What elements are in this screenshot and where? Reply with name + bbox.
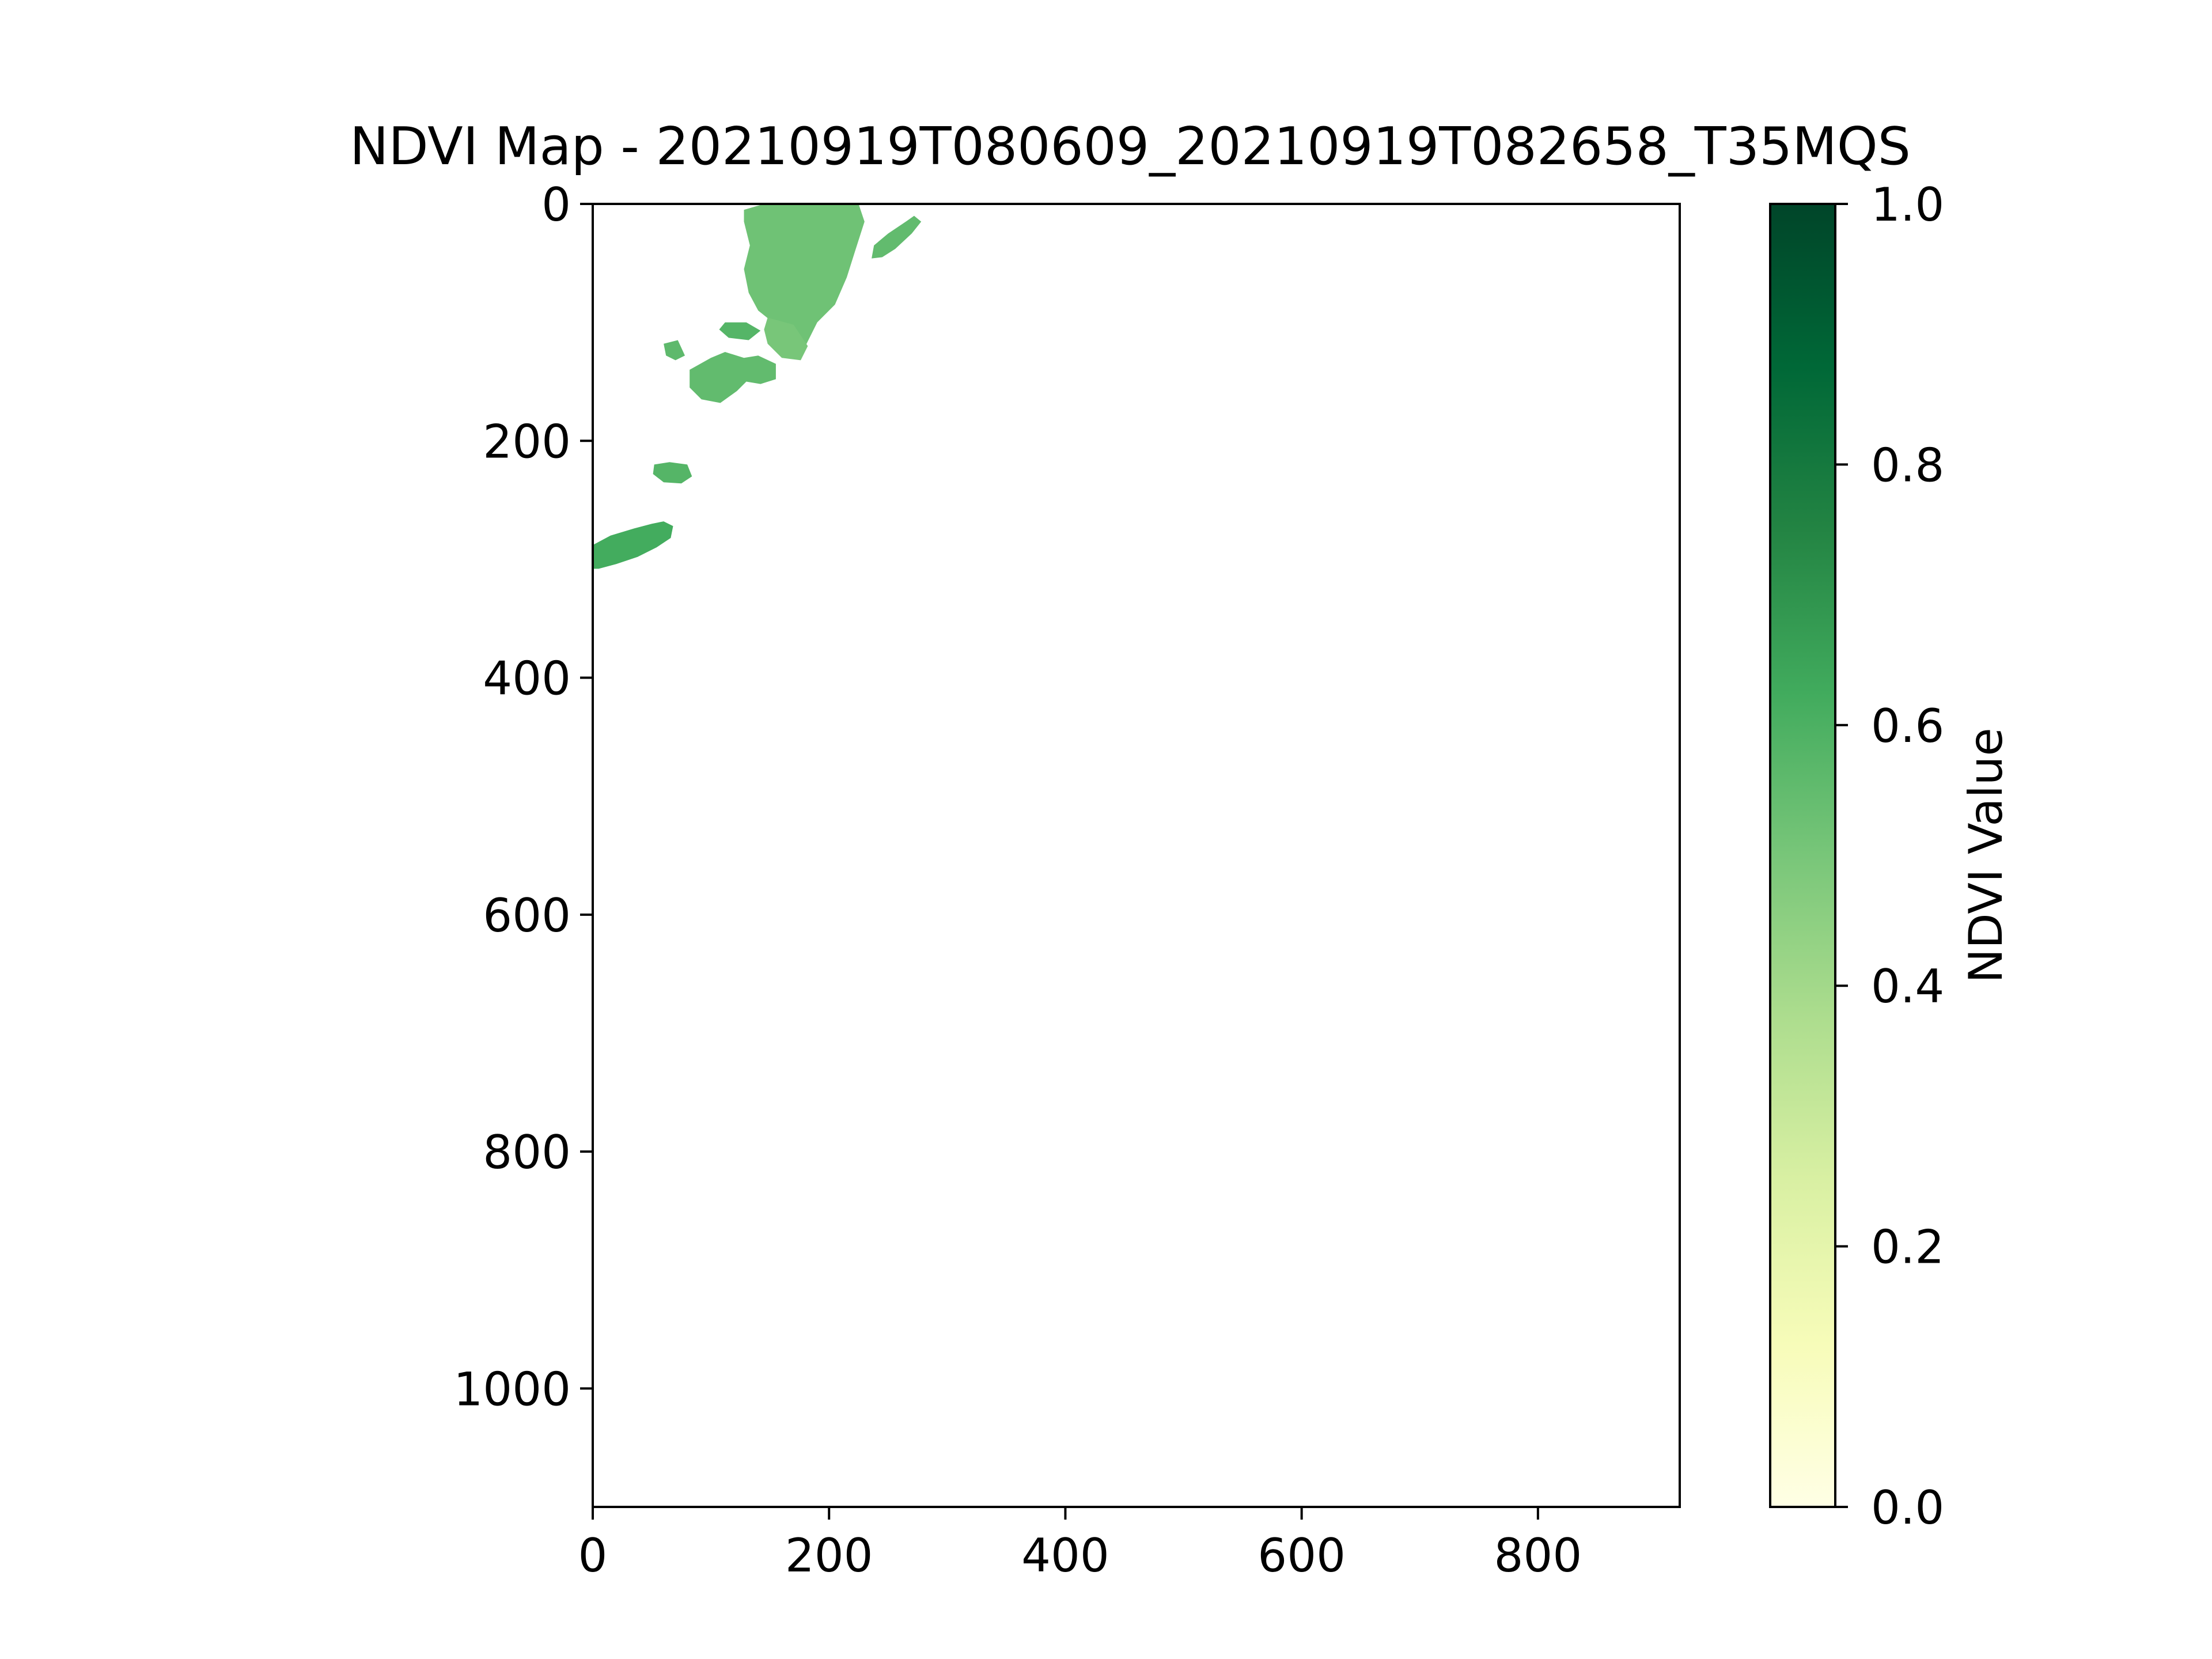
x-tick-label: 800 (1494, 1529, 1582, 1582)
x-tick-label: 0 (578, 1529, 608, 1582)
ndvi-region-0 (744, 204, 865, 346)
colorbar-label: NDVI Value (1959, 728, 2013, 983)
chart-title: NDVI Map - 20210919T080609_20210919T0826… (350, 116, 1911, 177)
ndvi-region-2 (872, 215, 922, 259)
y-tick-label: 200 (483, 415, 571, 468)
colorbar-tick-label: 0.0 (1871, 1481, 1944, 1535)
x-axis-ticks: 0 200 400 600 800 (578, 1507, 1582, 1582)
ndvi-region-6 (653, 462, 692, 484)
ndvi-region-4 (664, 340, 685, 361)
y-tick-label: 1000 (453, 1362, 571, 1416)
map-background (593, 204, 1680, 1507)
ndvi-region-7 (593, 521, 673, 569)
map-regions (593, 204, 922, 569)
colorbar-tick-label: 1.0 (1871, 178, 1944, 232)
colorbar-tick-label: 0.6 (1871, 699, 1944, 753)
x-tick-label: 200 (785, 1529, 873, 1582)
colorbar: 0.0 0.2 0.4 0.6 0.8 1.0 NDVI Value (1769, 178, 2013, 1535)
colorbar-ticks: 0.0 0.2 0.4 0.6 0.8 1.0 (1835, 178, 1944, 1535)
y-tick-label: 800 (483, 1126, 571, 1179)
ndvi-region-5 (690, 352, 776, 403)
colorbar-gradient (1770, 204, 1835, 1507)
y-tick-label: 0 (541, 178, 571, 232)
map-axes: 0 200 400 600 800 0 200 400 600 800 1000 (453, 178, 1681, 1582)
x-tick-label: 600 (1257, 1529, 1346, 1582)
y-tick-label: 600 (483, 889, 571, 942)
ndvi-region-1 (764, 317, 808, 361)
map-frame (592, 203, 1681, 1508)
colorbar-tick-label: 0.4 (1871, 960, 1944, 1013)
ndvi-region-3 (719, 322, 761, 340)
x-tick-label: 400 (1021, 1529, 1109, 1582)
colorbar-frame (1769, 203, 1836, 1508)
y-tick-label: 400 (483, 652, 571, 706)
colorbar-tick-label: 0.2 (1871, 1221, 1944, 1274)
y-axis-ticks: 0 200 400 600 800 1000 (453, 178, 593, 1416)
colorbar-tick-label: 0.8 (1871, 438, 1944, 492)
